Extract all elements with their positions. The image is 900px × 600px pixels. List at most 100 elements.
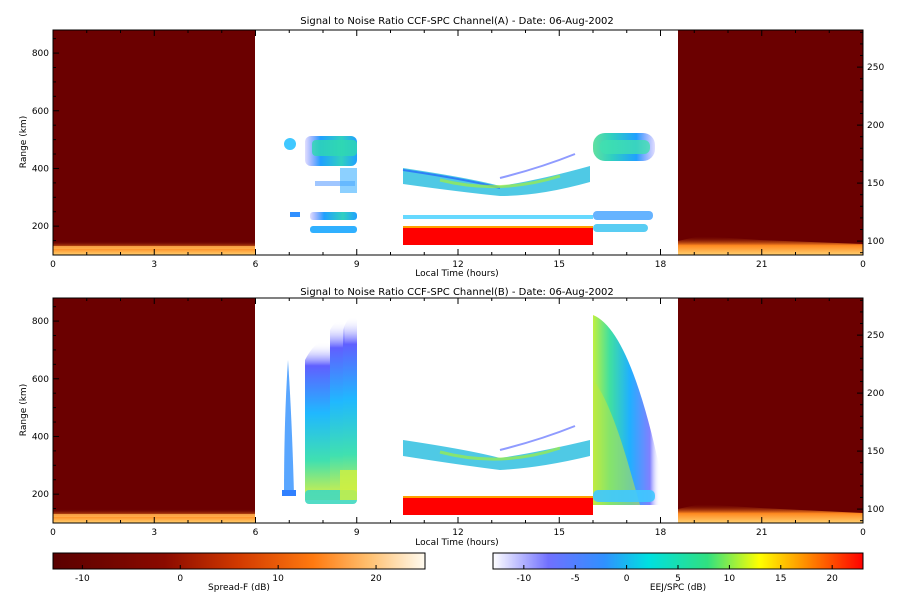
colorbar-tick-label: 5 [675, 574, 681, 584]
y2-tick-label: 150 [867, 447, 884, 457]
y-tick-label: 800 [32, 49, 49, 59]
y-tick-label: 600 [32, 375, 49, 385]
feature [403, 215, 593, 219]
panel-a-ylabel: Range (km) [19, 116, 29, 168]
x-tick-label: 15 [554, 260, 565, 270]
panel-b-eej-red-band [403, 496, 593, 515]
panel-a: Signal to Noise Ratio CCF-SPC Channel(A)… [19, 16, 884, 279]
panel-b-ylabel: Range (km) [19, 384, 29, 436]
feature [305, 342, 330, 500]
colorbar-tick-label: 20 [370, 574, 382, 584]
colorbar-tick-label: 0 [177, 574, 183, 584]
feature [439, 174, 561, 189]
panel-b-spreadf-left [53, 298, 255, 523]
y-tick-label: 200 [32, 490, 49, 500]
colorbar-spread-f-label: Spread-F (dB) [208, 583, 270, 593]
feature [593, 490, 655, 502]
feature [593, 224, 648, 232]
colorbar-tick-label: 10 [272, 574, 284, 584]
colorbar-spread-f-ticks: -10 0 10 20 [75, 565, 382, 584]
x-tick-label: 21 [756, 528, 767, 538]
panel-b-spreadf-right [678, 298, 863, 523]
colorbar-spread-f-bar [52, 552, 426, 570]
x-tick-label: 12 [452, 260, 463, 270]
x-tick-label: 3 [151, 528, 157, 538]
feature [439, 446, 561, 461]
y-tick-label: 400 [32, 164, 49, 174]
colorbar-tick-label: 20 [826, 574, 838, 584]
panel-b: Signal to Noise Ratio CCF-SPC Channel(B)… [19, 287, 884, 548]
panel-a-axes: 0 3 6 9 12 15 18 21 0 200 400 600 800 100 150 200 250 [32, 30, 884, 270]
feature [310, 226, 357, 233]
x-tick-label: 21 [756, 260, 767, 270]
x-tick-label: 0 [50, 260, 56, 270]
colorbar-tick-label: -10 [75, 574, 90, 584]
y2-tick-label: 250 [867, 331, 884, 341]
panel-b-spreadf-right-layer [678, 504, 863, 523]
feature [403, 226, 593, 228]
panel-a-spreadf-right-layer [678, 236, 863, 255]
panel-a-eej-red-band [403, 226, 593, 245]
x-tick-label: 0 [50, 528, 56, 538]
colorbar-tick-label: -10 [516, 574, 531, 584]
colorbar-tick-label: 15 [775, 574, 786, 584]
x-tick-label: 0 [860, 260, 866, 270]
feature [593, 380, 640, 505]
feature [600, 140, 650, 154]
y-tick-label: 200 [32, 222, 49, 232]
y2-tick-label: 100 [867, 505, 884, 515]
y2-tick-label: 100 [867, 237, 884, 247]
feature [330, 321, 345, 500]
feature [343, 316, 357, 500]
x-tick-label: 3 [151, 260, 157, 270]
panel-a-spreadf-left [53, 30, 255, 255]
y2-tick-label: 200 [867, 389, 884, 399]
x-tick-label: 6 [253, 528, 259, 538]
panel-b-axes: 0 3 6 9 12 15 18 21 0 200 400 600 800 100 150 200 250 [32, 298, 884, 538]
feature [499, 153, 576, 179]
y2-tick-label: 200 [867, 121, 884, 131]
panel-b-eej-features [282, 315, 660, 515]
feature [593, 211, 653, 220]
feature [499, 425, 576, 451]
panel-a-title: Signal to Noise Ratio CCF-SPC Channel(A)… [300, 16, 614, 27]
x-tick-label: 9 [354, 528, 360, 538]
x-tick-label: 9 [354, 260, 360, 270]
feature [340, 470, 357, 500]
y2-tick-label: 250 [867, 63, 884, 73]
colorbar-eej-spc-label: EEJ/SPC (dB) [650, 583, 706, 593]
feature [403, 440, 590, 470]
panel-b-spreadf-left-peak [53, 514, 255, 517]
panel-a-xlabel: Local Time (hours) [415, 269, 498, 279]
x-tick-label: 15 [554, 528, 565, 538]
feature [312, 140, 357, 156]
y2-tick-label: 150 [867, 179, 884, 189]
x-tick-label: 0 [860, 528, 866, 538]
feature [403, 496, 593, 498]
feature [290, 212, 300, 217]
feature [284, 138, 296, 150]
panel-a-eej-features [284, 133, 655, 245]
colorbar-tick-label: 10 [724, 574, 736, 584]
colorbar-eej-spc: -10 -5 0 5 10 15 20 EEJ/SPC (dB) [492, 552, 864, 593]
feature [284, 360, 294, 495]
y-tick-label: 800 [32, 317, 49, 327]
x-tick-label: 18 [655, 528, 667, 538]
y-tick-label: 600 [32, 107, 49, 117]
feature [310, 212, 357, 220]
panel-b-xlabel: Local Time (hours) [415, 538, 498, 548]
feature [315, 181, 355, 186]
x-tick-label: 18 [655, 260, 667, 270]
feature [340, 168, 357, 193]
y-tick-label: 400 [32, 432, 49, 442]
colorbar-spread-f: -10 0 10 20 Spread-F (dB) [52, 552, 426, 593]
panel-a-spreadf-left-peak [53, 246, 255, 249]
colorbar-tick-label: 0 [624, 574, 630, 584]
feature [282, 490, 296, 496]
colorbar-tick-label: -5 [571, 574, 580, 584]
x-tick-label: 12 [452, 528, 463, 538]
panel-a-spreadf-right [678, 30, 863, 255]
panel-b-title: Signal to Noise Ratio CCF-SPC Channel(B)… [300, 287, 614, 298]
colorbar-eej-spc-ticks: -10 -5 0 5 10 15 20 [516, 565, 838, 584]
